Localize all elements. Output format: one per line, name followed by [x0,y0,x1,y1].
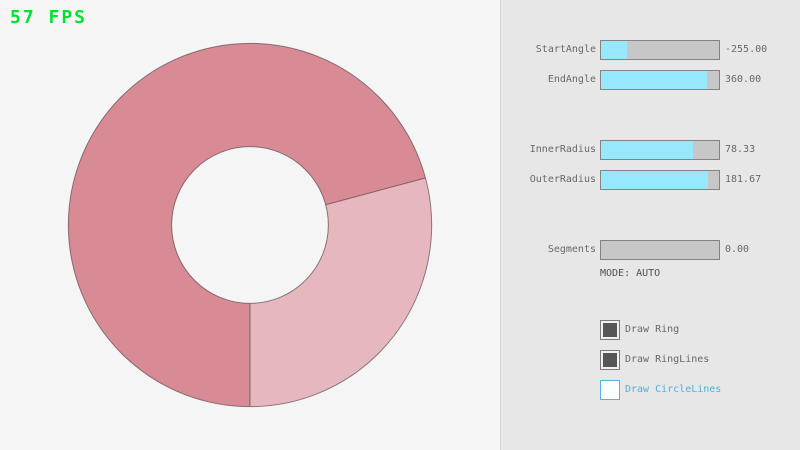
control-panel: StartAngle -255.00 EndAngle 360.00 Inner… [500,0,800,450]
segments-slider[interactable] [600,240,720,260]
draw-ringlines-label: Draw RingLines [625,354,710,365]
outerradius-slider[interactable] [600,170,720,190]
segments-label: Segments [547,244,596,255]
endangle-slider-fill [601,71,708,89]
draw-ring-checkbox[interactable] [600,320,620,340]
ring-single-pass [250,177,432,407]
outerradius-value: 181.67 [725,174,762,185]
endangle-slider[interactable] [600,70,720,90]
outerradius-label: OuterRadius [529,174,596,185]
innerradius-value: 78.33 [725,144,756,155]
segments-slider-row: Segments 0.00 [501,240,800,260]
outerradius-slider-row: OuterRadius 181.67 [501,170,800,190]
fps-counter: 57 FPS [10,7,88,28]
ring-outline [67,42,433,408]
draw-ring-row: Draw Ring [600,320,800,340]
endangle-value: 360.00 [725,74,762,85]
innerradius-slider[interactable] [600,140,720,160]
draw-circlelines-checkbox[interactable] [600,380,620,400]
draw-ringlines-checkbox[interactable] [600,350,620,370]
ring-drawing [67,42,433,408]
draw-ringlines-row: Draw RingLines [600,350,800,370]
draw-circlelines-label: Draw CircleLines [625,384,722,395]
segments-value: 0.00 [725,244,750,255]
startangle-slider-row: StartAngle -255.00 [501,40,800,60]
segments-mode-text: MODE: AUTO [600,268,661,279]
startangle-label: StartAngle [535,44,596,55]
draw-circlelines-row: Draw CircleLines [600,380,800,400]
draw-ring-label: Draw Ring [625,324,680,335]
startangle-value: -255.00 [725,44,768,55]
startangle-slider[interactable] [600,40,720,60]
innerradius-slider-row: InnerRadius 78.33 [501,140,800,160]
checkbox-check-mark [603,353,617,367]
outerradius-slider-fill [601,171,709,189]
startangle-slider-fill [601,41,627,59]
innerradius-label: InnerRadius [529,144,596,155]
endangle-label: EndAngle [547,74,596,85]
endangle-slider-row: EndAngle 360.00 [501,70,800,90]
innerradius-slider-fill [601,141,694,159]
checkbox-check-mark [603,323,617,337]
